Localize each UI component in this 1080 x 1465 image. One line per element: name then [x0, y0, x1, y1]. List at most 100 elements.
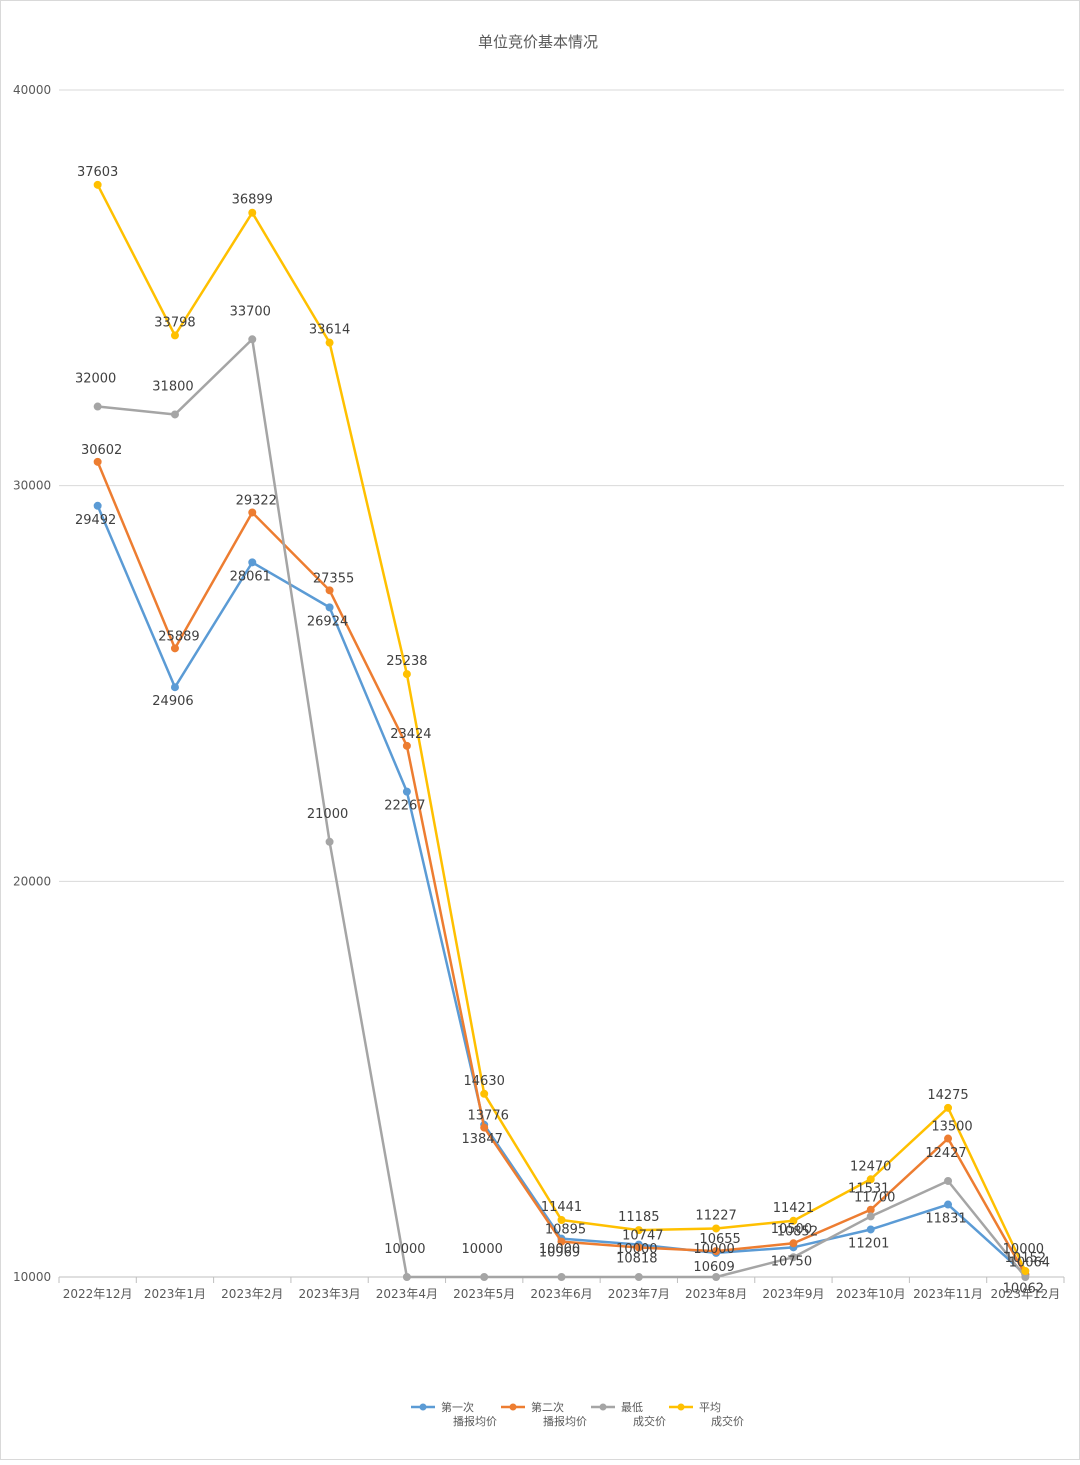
data-point	[712, 1273, 721, 1281]
data-label: 36899	[232, 193, 273, 208]
data-point	[944, 1200, 953, 1209]
data-point	[93, 180, 102, 189]
data-point	[170, 644, 179, 653]
data-label: 11185	[618, 1210, 659, 1225]
series-line-3	[97, 338, 1027, 1279]
x-tick-label: 2023年12月	[990, 1287, 1060, 1301]
y-tick-label: 20000	[13, 874, 51, 888]
chart-title: 单位竞价基本情况	[478, 33, 598, 51]
legend-label: 平均成交价	[699, 1401, 744, 1428]
data-label: 26924	[307, 614, 348, 629]
x-tick-label: 2023年11月	[913, 1287, 983, 1301]
data-label: 28061	[230, 569, 271, 584]
data-label: 14275	[927, 1088, 968, 1103]
data-label: 33700	[230, 304, 271, 319]
y-tick-label: 10000	[13, 1270, 51, 1284]
data-label: 27355	[313, 571, 354, 586]
data-label: 10609	[693, 1260, 734, 1275]
data-point	[170, 410, 179, 419]
legend-marker	[419, 1403, 427, 1411]
x-tick-label: 2023年6月	[530, 1287, 592, 1301]
data-point	[93, 457, 102, 466]
data-label: 10852	[777, 1224, 818, 1239]
data-label: 10895	[545, 1223, 586, 1238]
data-label: 11700	[854, 1191, 895, 1206]
data-label: 10000	[539, 1242, 580, 1257]
data-point	[866, 1212, 875, 1221]
y-tick-label: 40000	[13, 83, 51, 97]
data-label: 11531	[848, 1181, 889, 1196]
data-label: 11227	[695, 1208, 736, 1223]
data-label: 10747	[622, 1228, 663, 1243]
y-tick-label: 30000	[13, 479, 51, 493]
data-label: 10000	[462, 1242, 503, 1257]
data-point	[325, 603, 334, 612]
data-label: 10818	[616, 1252, 657, 1267]
x-tick-label: 2023年5月	[453, 1287, 515, 1301]
data-label: 31800	[152, 379, 193, 394]
x-tick-label: 2023年9月	[762, 1287, 824, 1301]
data-point	[557, 1215, 566, 1224]
data-label: 11421	[773, 1201, 814, 1216]
data-label: 10750	[771, 1254, 812, 1269]
data-point	[557, 1237, 566, 1246]
data-point	[557, 1273, 566, 1281]
data-label: 25238	[386, 654, 427, 669]
x-tick-label: 2023年2月	[221, 1287, 283, 1301]
legend-label: 最低成交价	[621, 1401, 666, 1428]
data-point	[1021, 1266, 1030, 1275]
data-label: 11441	[541, 1200, 582, 1215]
data-label: 29322	[236, 493, 277, 508]
data-label: 10152	[1005, 1251, 1046, 1266]
data-point	[402, 670, 411, 679]
data-label: 10969	[539, 1246, 580, 1261]
data-point	[480, 1273, 489, 1281]
data-point	[789, 1253, 798, 1262]
data-point	[712, 1224, 721, 1233]
data-label: 12427	[925, 1146, 966, 1161]
data-label: 29492	[75, 513, 116, 528]
data-label: 33798	[154, 315, 195, 330]
data-point	[402, 787, 411, 796]
data-point	[634, 1226, 643, 1235]
data-label: 37603	[77, 165, 118, 180]
data-point	[712, 1247, 721, 1256]
data-point	[170, 331, 179, 340]
data-point	[248, 208, 257, 217]
data-label: 14630	[464, 1074, 505, 1089]
data-label: 25889	[158, 629, 199, 644]
data-point	[170, 683, 179, 692]
series-line-4	[96, 184, 1027, 1272]
data-label: 23424	[390, 727, 431, 742]
legend-marker	[677, 1403, 685, 1411]
data-point	[634, 1273, 643, 1281]
data-label: 11201	[848, 1236, 889, 1251]
data-label: 10062	[1003, 1282, 1044, 1297]
x-tick-label: 2023年8月	[685, 1287, 747, 1301]
data-label: 10000	[693, 1242, 734, 1257]
x-tick-label: 2023年4月	[376, 1287, 438, 1301]
data-point	[480, 1123, 489, 1132]
data-point	[634, 1243, 643, 1252]
data-point	[248, 558, 257, 567]
data-label: 33614	[309, 323, 350, 338]
data-point	[944, 1134, 953, 1143]
data-label: 10000	[384, 1242, 425, 1257]
x-tick-label: 2023年1月	[144, 1287, 206, 1301]
legend-label: 第一次播报均价	[441, 1400, 497, 1428]
data-point	[93, 501, 102, 510]
x-tick-label: 2023年7月	[608, 1287, 670, 1301]
data-label: 24906	[152, 694, 193, 709]
data-label: 21000	[307, 807, 348, 822]
data-label: 12470	[850, 1159, 891, 1174]
data-point	[248, 508, 257, 517]
data-label: 30602	[81, 443, 122, 458]
legend-marker	[509, 1403, 517, 1411]
data-label: 11831	[925, 1212, 966, 1227]
data-point	[402, 741, 411, 750]
data-point	[325, 837, 334, 846]
data-label: 32000	[75, 372, 116, 387]
data-point	[93, 402, 102, 411]
data-point	[325, 586, 334, 595]
